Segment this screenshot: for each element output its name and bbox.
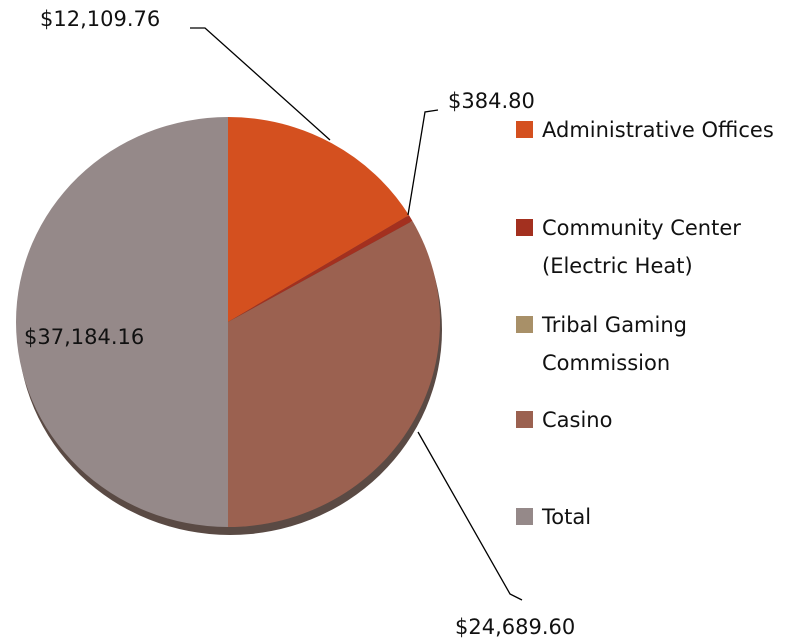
- value-label: $384.80: [448, 89, 535, 113]
- legend-swatch: [516, 316, 533, 333]
- legend-swatch: [516, 121, 533, 138]
- leader-line: [417, 431, 523, 601]
- legend-label: Administrative Offices: [542, 118, 774, 142]
- pie-slice: [228, 215, 413, 322]
- pie-slice: [228, 117, 409, 322]
- legend-label: Community Center (Electric Heat): [542, 216, 741, 278]
- legend-label: Total: [542, 505, 592, 529]
- value-label: $24,689.60: [455, 615, 575, 639]
- value-label: $12,109.76: [40, 7, 160, 31]
- pie-slice: [16, 117, 228, 527]
- leader-line: [190, 27, 331, 141]
- leader-line: [407, 109, 439, 216]
- legend-swatch: [516, 219, 533, 236]
- pie-slice: [228, 221, 441, 528]
- legend-label: Casino: [542, 408, 613, 432]
- legend-label: Tribal Gaming Commission: [542, 313, 687, 375]
- legend-swatch: [516, 411, 533, 428]
- legend-swatch: [516, 508, 533, 525]
- value-label: $37,184.16: [24, 325, 144, 349]
